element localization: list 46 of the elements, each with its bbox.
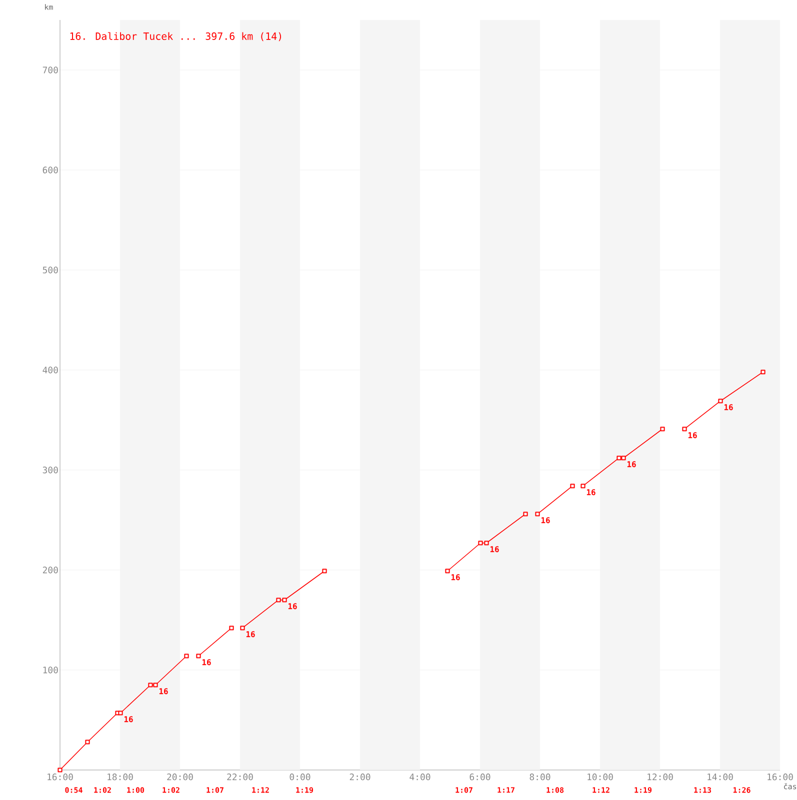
x-tick-label: 18:00: [108, 774, 134, 780]
point: [621, 456, 626, 460]
y-tick-label: 100: [43, 666, 58, 674]
x-tick-label: 16:00: [768, 774, 794, 780]
x-tick-label: 6:00: [470, 774, 490, 780]
x-tick-label: 20:00: [167, 774, 194, 780]
point: [196, 654, 201, 658]
point: [535, 512, 540, 516]
y-tick-label: 700: [42, 66, 58, 74]
point: [85, 740, 90, 744]
y-tick-label: 500: [43, 266, 58, 274]
point: [718, 398, 723, 404]
point: [282, 598, 287, 602]
text: 16. Dalibor Tucek ... 397.6 km (14): [70, 32, 282, 42]
x-tick-label: 2:00: [350, 774, 370, 780]
y-tick-label: 300: [42, 466, 58, 474]
point: [322, 568, 327, 574]
x-tick-label: 22:00: [227, 774, 254, 780]
point: [58, 768, 62, 772]
point: [445, 568, 450, 574]
x-tick-label: 12:00: [648, 774, 674, 780]
y-tick-label: 600: [42, 166, 58, 174]
point: [229, 626, 234, 630]
x-tick-label: 8:00: [530, 774, 550, 780]
point: [682, 426, 687, 432]
point: [484, 540, 489, 546]
x-tick-label: 0:00: [290, 774, 310, 780]
point: [570, 484, 575, 488]
x-tick-label: 10:00: [588, 774, 614, 780]
y-tick-label: 200: [43, 566, 58, 574]
point: [184, 654, 189, 658]
x-tick-label: 16:00: [48, 774, 73, 780]
point: [153, 682, 158, 688]
point: [276, 598, 281, 602]
y-tick-label: 400: [42, 366, 58, 374]
x-tick-label: 14:00: [708, 774, 734, 780]
x-tick-label: 4:00: [410, 774, 430, 780]
point: [478, 540, 483, 546]
point: [580, 484, 586, 488]
point: [148, 682, 153, 688]
point: [616, 456, 622, 460]
point: [118, 710, 123, 716]
point: [760, 370, 766, 374]
point: [523, 512, 528, 516]
point: [660, 426, 665, 432]
point: [240, 626, 245, 630]
